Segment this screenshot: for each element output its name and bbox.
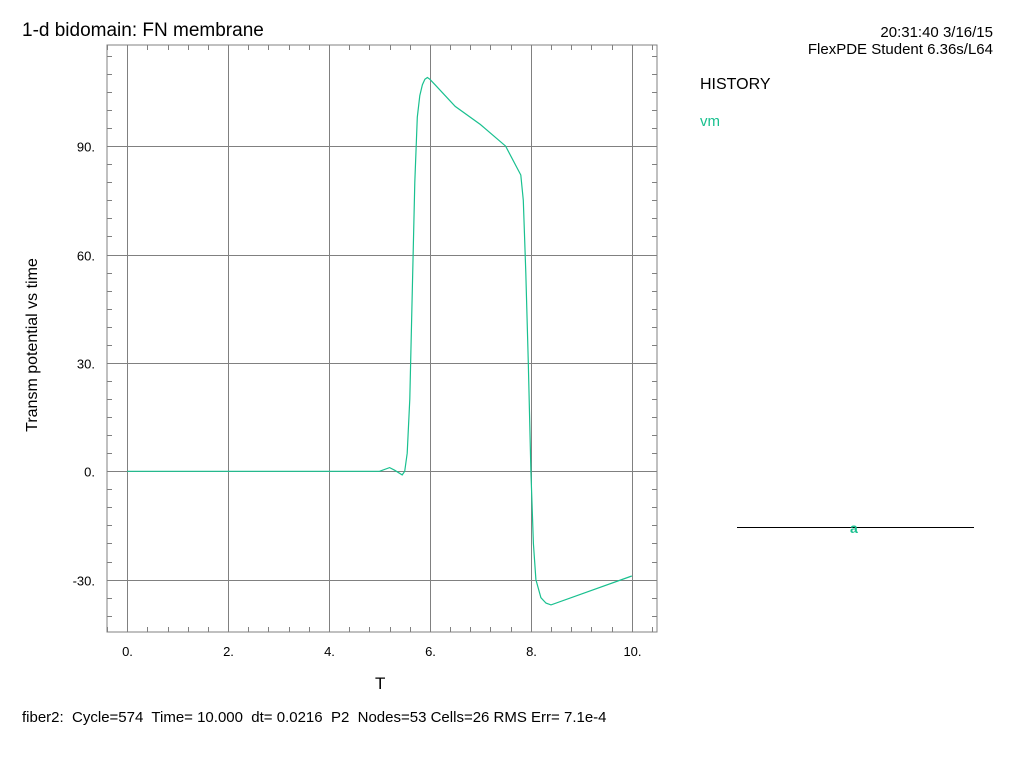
legend-scale-line [737, 527, 974, 528]
x-tick-label: 10. [623, 644, 641, 659]
y-tick-label: 30. [77, 357, 95, 372]
legend-heading: HISTORY [700, 76, 771, 93]
y-axis-label: Transm potential vs time [24, 258, 41, 432]
y-tick-label: -30. [73, 574, 95, 589]
status-footer: fiber2: Cycle=574 Time= 10.000 dt= 0.021… [22, 709, 607, 726]
plot-title: 1-d bidomain: FN membrane [22, 20, 264, 41]
series-line-vm [127, 76, 633, 606]
software-version: FlexPDE Student 6.36s/L64 [807, 41, 993, 58]
legend-marker: a [850, 520, 858, 536]
x-tick-label: 4. [324, 644, 335, 659]
x-tick-label: 0. [122, 644, 133, 659]
x-axis-label: T [375, 674, 386, 693]
y-tick-label: 60. [77, 249, 95, 264]
legend-variable: vm [700, 113, 720, 130]
y-tick-label: 0. [84, 465, 95, 480]
y-tick-label: 90. [77, 140, 95, 155]
x-tick-label: 8. [526, 644, 537, 659]
timestamp: 20:31:40 3/16/15 [880, 24, 993, 41]
x-tick-label: 2. [223, 644, 234, 659]
header-stamp: 20:31:40 3/16/15 FlexPDE Student 6.36s/L… [808, 24, 993, 58]
plot-frame [106, 44, 658, 633]
x-tick-label: 6. [425, 644, 436, 659]
